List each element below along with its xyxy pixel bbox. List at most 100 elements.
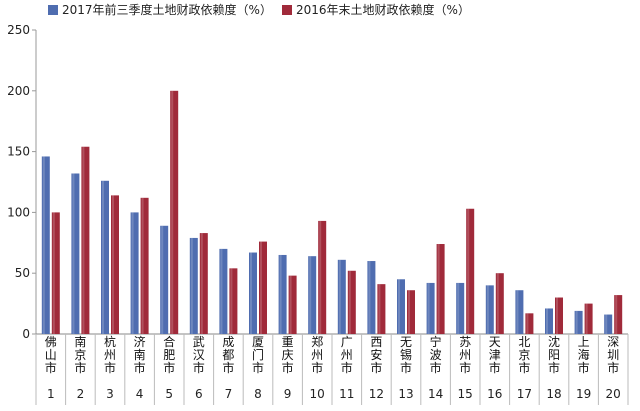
x-category-label: 合肥市 [163,334,175,375]
bar [407,290,415,334]
bar-1-深圳市 [604,314,613,334]
x-category-label: 武汉市 [193,335,205,375]
bar-2-合肥市 [170,90,179,334]
bar-highlight [260,241,262,334]
x-index-label: 13 [398,387,413,401]
x-index-label: 3 [106,387,114,401]
bar-highlight [427,282,430,334]
bar-2-北京市 [525,313,534,334]
x-index-label: 5 [165,387,173,401]
bar [81,146,90,334]
bar-1-宁波市 [426,282,435,334]
x-index-label: 18 [546,387,561,401]
bar-2-南京市 [81,146,90,334]
bar-highlight [52,212,55,334]
bar-highlight [348,270,351,334]
bar-highlight [171,90,174,334]
bar [347,270,356,334]
x-category-label: 重庆市 [282,335,294,375]
bar-1-天津市 [485,285,494,334]
bar [249,252,257,334]
x-category-label: 南京市 [74,334,86,375]
bar [318,220,327,334]
category-labels: 佛山市 1 南京市 2 杭州市 3 济南市 4 合肥市 5 武汉市 6 成都市 7 厦门市 8 重庆市 9 郑州市 1… [45,334,621,401]
x-index-label: 11 [339,387,354,401]
bar-1-合肥市 [160,225,169,334]
bar-highlight [141,197,144,334]
bar [515,290,524,334]
bar-1-广州市 [337,259,346,334]
bar-highlight [338,259,341,334]
bar [278,254,287,334]
x-category-label: 厦门市 [252,335,264,375]
bar [367,261,376,334]
bar [308,256,317,334]
bar [456,282,465,334]
bar [160,225,169,334]
bar-highlight [615,295,618,334]
bar-2-宁波市 [436,244,445,334]
bar-highlight [42,156,45,334]
bar-2-厦门市 [259,241,267,334]
bar-highlight [378,284,381,334]
x-category-label: 苏州市 [459,335,471,375]
x-category-label: 无锡市 [400,335,412,375]
bar-1-成都市 [219,248,228,334]
bar-highlight [72,173,75,334]
bar [219,248,228,334]
bar-2-重庆市 [288,275,297,334]
bar-1-杭州市 [101,180,109,334]
bar [71,173,80,334]
x-index-label: 6 [195,387,203,401]
x-category-label: 上海市 [578,335,590,375]
bar-highlight [112,195,114,334]
bar-highlight [250,252,252,334]
y-tick-label: 200 [7,84,30,98]
bar [495,273,504,334]
bar-highlight [102,180,104,334]
x-category-label: 郑州市 [311,334,323,375]
x-index-label: 19 [576,387,591,401]
bar-2-苏州市 [466,208,475,334]
bar [140,197,149,334]
bar-2-西安市 [377,284,386,334]
bar-2-济南市 [140,197,149,334]
bar [574,310,583,334]
x-category-label: 杭州市 [104,334,116,375]
bar-1-沈阳市 [545,308,553,334]
bars [41,90,623,334]
bar [170,90,179,334]
x-index-label: 16 [487,387,502,401]
bar [397,279,405,334]
bar [614,295,623,334]
bar-1-武汉市 [189,237,198,334]
x-category-label: 成都市 [222,335,234,375]
bar-highlight [230,268,233,334]
bar-highlight [309,256,312,334]
bar [525,313,534,334]
bar [545,308,553,334]
x-index-label: 12 [369,387,384,401]
bar-highlight [319,220,322,334]
legend-swatch-series-2 [282,5,292,15]
bar-highlight [496,273,499,334]
bar [259,241,267,334]
bar-highlight [220,248,223,334]
x-category-label: 佛山市 [45,335,57,375]
x-category-label: 沈阳市 [548,334,560,375]
bar-highlight [161,225,164,334]
bar-2-沈阳市 [555,297,563,334]
bar-2-成都市 [229,268,238,334]
bar [485,285,494,334]
bar [337,259,346,334]
bar-highlight [486,285,489,334]
bar-highlight [437,244,440,334]
bar [51,212,60,334]
bar-1-西安市 [367,261,376,334]
x-index-label: 14 [428,387,443,401]
bar [189,237,198,334]
bar-2-无锡市 [407,290,415,334]
bar-highlight [408,290,410,334]
